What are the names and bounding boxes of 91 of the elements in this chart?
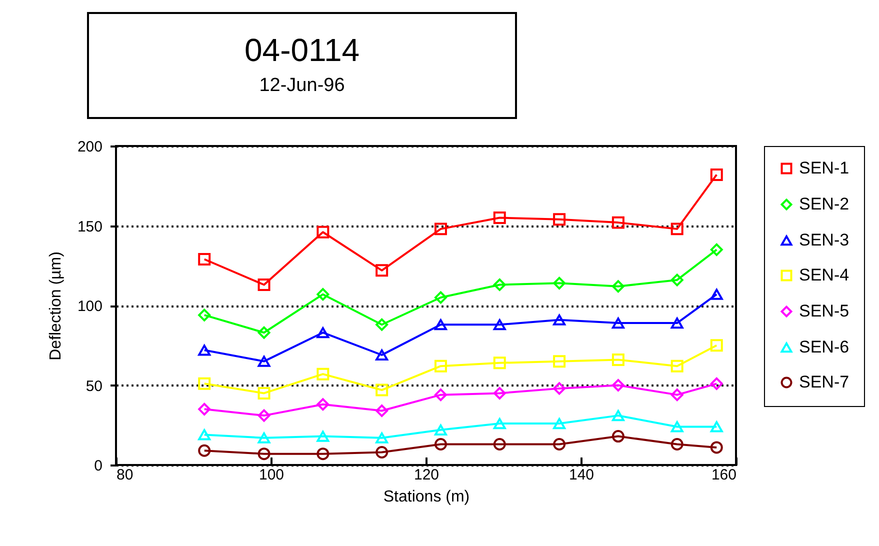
x-tick-label: 120	[414, 466, 440, 484]
x-tick-label: 140	[568, 466, 594, 484]
chart-subtitle: 12-Jun-96	[258, 75, 346, 97]
point	[553, 438, 566, 450]
point	[258, 278, 270, 292]
point	[553, 382, 566, 395]
point	[612, 353, 624, 366]
point	[710, 168, 723, 181]
point	[316, 226, 330, 238]
point	[493, 438, 506, 450]
y-tick-label: 50	[86, 378, 102, 395]
legend-label: SEN-1	[799, 158, 850, 178]
point	[493, 319, 506, 330]
point	[258, 386, 270, 400]
point	[376, 318, 388, 331]
point	[434, 291, 447, 304]
point	[612, 318, 624, 329]
x-tick-label: 160	[711, 466, 736, 484]
point	[198, 344, 211, 356]
point	[376, 264, 388, 277]
point	[710, 243, 723, 256]
x-axis-title: Stations (m)	[383, 488, 470, 506]
point	[198, 253, 211, 266]
y-tick-label: 0	[94, 458, 102, 474]
point	[670, 222, 684, 236]
point	[612, 280, 624, 293]
point	[434, 388, 447, 402]
point	[376, 384, 388, 396]
point	[198, 429, 211, 440]
point	[376, 349, 388, 360]
y-axis-title: Deflection (µm)	[47, 252, 64, 360]
point	[553, 314, 566, 326]
chart-title: 04-0114	[243, 32, 361, 69]
y-tick-label: 200	[77, 138, 102, 156]
point	[670, 438, 684, 450]
point	[376, 446, 388, 458]
point	[198, 402, 211, 416]
point	[493, 278, 506, 292]
point	[553, 355, 566, 368]
point	[710, 441, 723, 454]
point	[493, 212, 506, 224]
legend-label: SEN-3	[799, 230, 850, 250]
point	[710, 377, 723, 390]
point	[612, 379, 624, 392]
point	[710, 339, 723, 352]
point	[612, 216, 624, 229]
point	[258, 409, 270, 422]
point	[258, 356, 270, 367]
point	[434, 438, 447, 450]
point	[670, 388, 684, 402]
point	[670, 318, 684, 329]
point	[434, 222, 447, 236]
point	[434, 360, 447, 372]
y-tick-label: 100	[77, 298, 102, 315]
point	[434, 424, 447, 436]
point	[316, 448, 330, 460]
legend-label: SEN-6	[799, 338, 850, 356]
point	[198, 444, 211, 457]
point	[710, 288, 723, 300]
point	[553, 213, 566, 226]
legend-label: SEN-2	[799, 194, 850, 214]
legend-label: SEN-7	[799, 372, 850, 392]
point	[258, 432, 270, 444]
point	[493, 386, 506, 400]
point	[434, 319, 447, 330]
point	[316, 288, 330, 301]
point	[710, 421, 723, 432]
point	[316, 398, 330, 411]
point	[670, 360, 684, 372]
x-tick-label: 100	[258, 466, 284, 484]
y-tick-label: 150	[77, 218, 102, 236]
x-tick-label: 80	[116, 466, 134, 484]
point	[670, 421, 684, 432]
point	[258, 448, 270, 460]
point	[316, 368, 330, 380]
point	[612, 430, 624, 443]
point	[376, 404, 388, 418]
point	[553, 276, 566, 290]
point	[670, 274, 684, 286]
point	[258, 326, 270, 339]
legend-label: SEN-4	[799, 266, 850, 284]
point	[493, 418, 506, 430]
point	[493, 356, 506, 370]
point	[316, 327, 330, 338]
point	[612, 410, 624, 422]
point	[198, 377, 211, 390]
point	[553, 418, 566, 430]
legend-label: SEN-5	[799, 302, 850, 320]
point	[316, 430, 330, 442]
point	[376, 432, 388, 444]
point	[198, 308, 211, 322]
